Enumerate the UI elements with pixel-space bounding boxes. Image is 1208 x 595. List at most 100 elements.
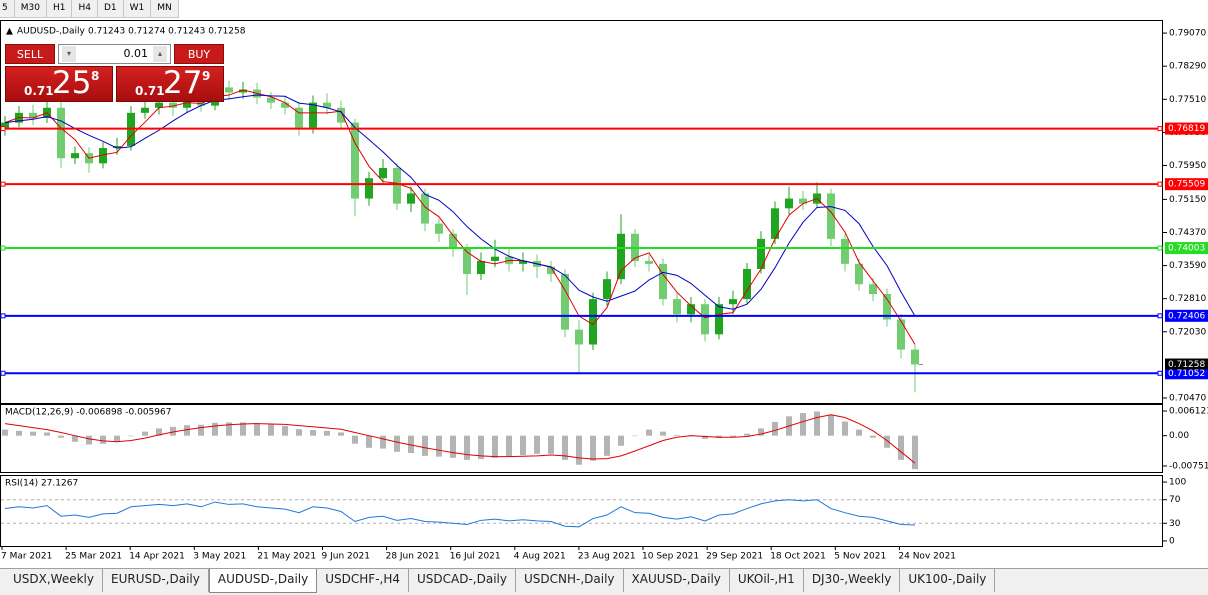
- x-tick-label: 4 Aug 2021: [514, 552, 566, 562]
- timeframe-button[interactable]: W1: [124, 0, 152, 17]
- buy-button[interactable]: BUY: [174, 44, 224, 64]
- macd-bar: [828, 414, 834, 436]
- macd-bar: [856, 429, 862, 436]
- macd-bar: [72, 435, 78, 442]
- macd-bar: [576, 435, 582, 465]
- macd-bar: [198, 424, 204, 436]
- price-label-box: [1165, 242, 1208, 255]
- x-tick-label: 25 Mar 2021: [65, 552, 122, 562]
- macd-bar: [16, 430, 22, 436]
- chart-tab[interactable]: USDX,Weekly: [5, 569, 103, 592]
- timeframe-button[interactable]: H4: [72, 0, 98, 17]
- macd-bar: [660, 431, 666, 436]
- rsi-panel: [0, 475, 1163, 547]
- timeframe-button[interactable]: MN: [151, 0, 179, 17]
- candle-body: [785, 198, 793, 209]
- y-tick-label: 0.75150: [1169, 195, 1206, 205]
- candle-body: [561, 274, 569, 330]
- chart-tab[interactable]: EURUSD-,Daily: [103, 569, 209, 592]
- macd-bar: [814, 411, 820, 436]
- lot-size[interactable]: 0.01: [58, 44, 171, 64]
- y-tick-label: 0.77510: [1169, 95, 1206, 105]
- one-click-trading: SELL 0.01 BUY 0.71 25 8 0.71 27 9: [5, 44, 225, 102]
- y-tick-label: 30: [1169, 519, 1181, 529]
- price-prefix: 0.71: [24, 84, 54, 98]
- price-label-box: [1165, 178, 1208, 191]
- candle-body: [701, 304, 709, 335]
- price-sup: 9: [202, 69, 211, 83]
- chart-tab[interactable]: UKOil-,H1: [730, 569, 804, 592]
- timeframe-button[interactable]: H1: [47, 0, 73, 17]
- macd-bar: [646, 429, 652, 436]
- x-tick-label: 9 Jun 2021: [322, 552, 370, 562]
- chart-tab[interactable]: AUDUSD-,Daily: [208, 569, 318, 593]
- candle-body: [337, 107, 345, 123]
- macd-bar: [912, 435, 918, 470]
- y-tick-label: 0.73590: [1169, 261, 1206, 271]
- macd-bar: [618, 435, 624, 446]
- rsi-title: RSI(14) 27.1267: [5, 479, 78, 489]
- chart-tab[interactable]: USDCHF-,H4: [317, 569, 409, 592]
- last-price-label: 0.71258: [1168, 360, 1205, 370]
- macd-bar: [380, 435, 386, 449]
- moving-average: [4, 94, 916, 317]
- price-label: 0.71052: [1168, 369, 1205, 379]
- buy-price[interactable]: 0.71 27 9: [116, 65, 224, 102]
- y-tick-label: 100: [1169, 478, 1186, 488]
- candle-body: [855, 263, 863, 285]
- line-anchor: [1157, 370, 1163, 376]
- line-anchor: [1157, 181, 1163, 187]
- x-tick-label: 14 Apr 2021: [129, 552, 185, 562]
- macd-bar: [142, 431, 148, 436]
- y-tick-label: 0.74370: [1169, 228, 1206, 238]
- chart-tab[interactable]: USDCAD-,Daily: [409, 569, 516, 592]
- sell-button[interactable]: SELL: [5, 44, 55, 64]
- macd-bar: [632, 435, 638, 437]
- line-anchor: [0, 313, 6, 319]
- candle-body: [463, 248, 471, 275]
- chart-tab[interactable]: DJ30-,Weekly: [804, 569, 901, 592]
- price-label: 0.74003: [1168, 244, 1205, 254]
- macd-bar: [758, 428, 764, 436]
- candle-body: [393, 168, 401, 204]
- chart-tab[interactable]: UK100-,Daily: [900, 569, 996, 592]
- timeframe-button[interactable]: M30: [15, 0, 47, 17]
- y-tick-label: 0.00: [1169, 431, 1189, 441]
- candle-body: [883, 294, 891, 320]
- sell-price[interactable]: 0.71 25 8: [5, 65, 113, 102]
- timeframe-button[interactable]: D1: [98, 0, 124, 17]
- macd-bar: [898, 435, 904, 460]
- macd-bar: [492, 435, 498, 458]
- macd-bar: [352, 435, 358, 444]
- candle-body: [169, 102, 177, 108]
- macd-bar: [884, 435, 890, 448]
- candle-body: [225, 87, 233, 93]
- candle-body: [911, 349, 919, 365]
- chart-tab[interactable]: XAUUSD-,Daily: [624, 569, 730, 592]
- price-big: 27: [163, 65, 203, 101]
- candle-body: [743, 268, 751, 300]
- macd-bar: [310, 430, 316, 436]
- macd-bar: [100, 435, 106, 444]
- line-anchor: [1157, 245, 1163, 251]
- x-tick-label: 28 Jun 2021: [386, 552, 440, 562]
- candle-body: [841, 238, 849, 264]
- macd-bar: [156, 428, 162, 436]
- line-anchor: [0, 181, 6, 187]
- candle-body: [155, 102, 163, 108]
- macd-bar: [800, 413, 806, 436]
- candle-body: [491, 256, 499, 261]
- price-label-box: [1165, 367, 1208, 380]
- macd-title: MACD(12,26,9) -0.006898 -0.005967: [5, 408, 171, 418]
- candle-body: [617, 233, 625, 280]
- line-anchor: [0, 126, 6, 132]
- chart-tab[interactable]: USDCNH-,Daily: [516, 569, 624, 592]
- ohlc-readout: 0.71243 0.71274 0.71243 0.71258: [88, 27, 246, 37]
- candle-body: [645, 260, 653, 264]
- timeframe-button[interactable]: 5: [0, 0, 15, 17]
- macd-bar: [114, 435, 120, 442]
- macd-bar: [128, 435, 134, 437]
- line-anchor: [0, 370, 6, 376]
- macd-bar: [744, 433, 750, 436]
- candle-body: [757, 238, 765, 269]
